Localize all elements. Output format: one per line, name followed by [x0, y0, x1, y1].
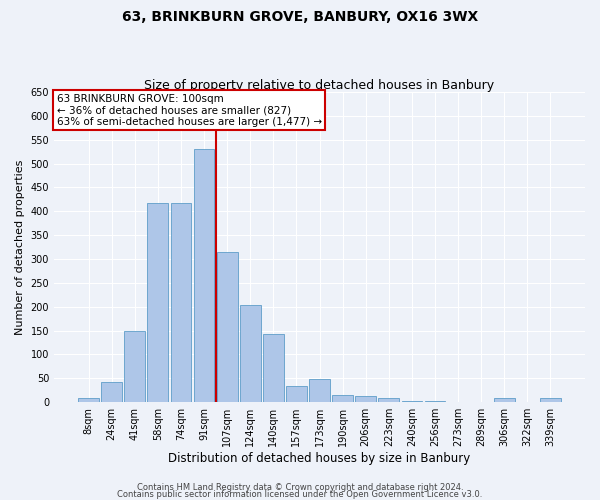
Y-axis label: Number of detached properties: Number of detached properties: [15, 160, 25, 335]
Bar: [78, 398, 99, 402]
Bar: [379, 398, 399, 402]
Title: Size of property relative to detached houses in Banbury: Size of property relative to detached ho…: [145, 79, 494, 92]
Text: 63, BRINKBURN GROVE, BANBURY, OX16 3WX: 63, BRINKBURN GROVE, BANBURY, OX16 3WX: [122, 10, 478, 24]
Bar: [309, 379, 330, 402]
Bar: [170, 202, 191, 402]
Bar: [540, 398, 561, 402]
X-axis label: Distribution of detached houses by size in Banbury: Distribution of detached houses by size …: [169, 452, 470, 465]
Bar: [263, 334, 284, 402]
Text: Contains public sector information licensed under the Open Government Licence v3: Contains public sector information licen…: [118, 490, 482, 499]
Bar: [332, 394, 353, 402]
Bar: [240, 305, 260, 402]
Bar: [124, 330, 145, 402]
Bar: [494, 398, 515, 402]
Bar: [286, 386, 307, 402]
Bar: [148, 203, 168, 402]
Bar: [101, 382, 122, 402]
Text: Contains HM Land Registry data © Crown copyright and database right 2024.: Contains HM Land Registry data © Crown c…: [137, 484, 463, 492]
Bar: [355, 396, 376, 402]
Text: 63 BRINKBURN GROVE: 100sqm
← 36% of detached houses are smaller (827)
63% of sem: 63 BRINKBURN GROVE: 100sqm ← 36% of deta…: [56, 94, 322, 127]
Bar: [217, 252, 238, 402]
Bar: [194, 150, 214, 402]
